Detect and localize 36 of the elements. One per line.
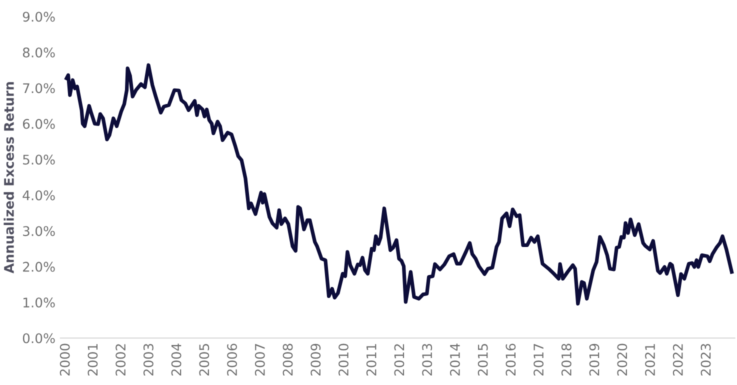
y-tick-label: 5.0% [23, 154, 55, 165]
y-tick-label: 7.0% [23, 83, 55, 94]
x-tick-label: 2018 [561, 344, 572, 376]
y-tick-label: 1.0% [24, 298, 55, 308]
x-tick-label: 2009 [310, 344, 321, 376]
x-tick-label: 2022 [672, 344, 683, 376]
x-tick-label: 2014 [450, 344, 460, 376]
x-tick-label: 2019 [589, 344, 600, 376]
x-tick-label: 2008 [282, 344, 293, 376]
line-series [64, 63, 734, 306]
x-tick-label: 2017 [534, 344, 544, 376]
x-tick-label: 2015 [478, 344, 488, 376]
x-tick-label: 2020 [617, 344, 628, 376]
y-tick-label: 6.0% [22, 118, 55, 129]
y-tick-label: 2.0% [23, 262, 55, 272]
x-tick-label: 2023 [700, 344, 711, 376]
x-tick-label: 2006 [227, 344, 238, 376]
x-tick-label: 2011 [366, 344, 376, 376]
x-tick-label: 2016 [506, 344, 516, 376]
x-tick-label: 2010 [338, 344, 348, 376]
x-tick-label: 2013 [422, 344, 432, 376]
y-tick-label: 3.0% [23, 226, 55, 236]
y-tick-label: 9.0% [22, 12, 55, 22]
x-tick-label: 2001 [88, 344, 98, 376]
x-tick-label: 2000 [60, 344, 70, 376]
y-tick-label: 8.0% [22, 47, 55, 58]
x-tick-label: 2002 [116, 344, 126, 376]
y-tick-label: 4.0% [22, 190, 55, 200]
x-tick-label: 2007 [254, 344, 265, 376]
x-tick-label: 2003 [143, 344, 154, 376]
x-tick-label: 2005 [199, 344, 210, 376]
x-tick-label: 2004 [171, 344, 182, 376]
y-axis-title: Annualized Excess Return [4, 82, 14, 274]
y-tick-label: 0.0% [22, 333, 55, 344]
x-tick-label: 2012 [394, 344, 404, 376]
x-tick-label: 2021 [645, 344, 656, 376]
